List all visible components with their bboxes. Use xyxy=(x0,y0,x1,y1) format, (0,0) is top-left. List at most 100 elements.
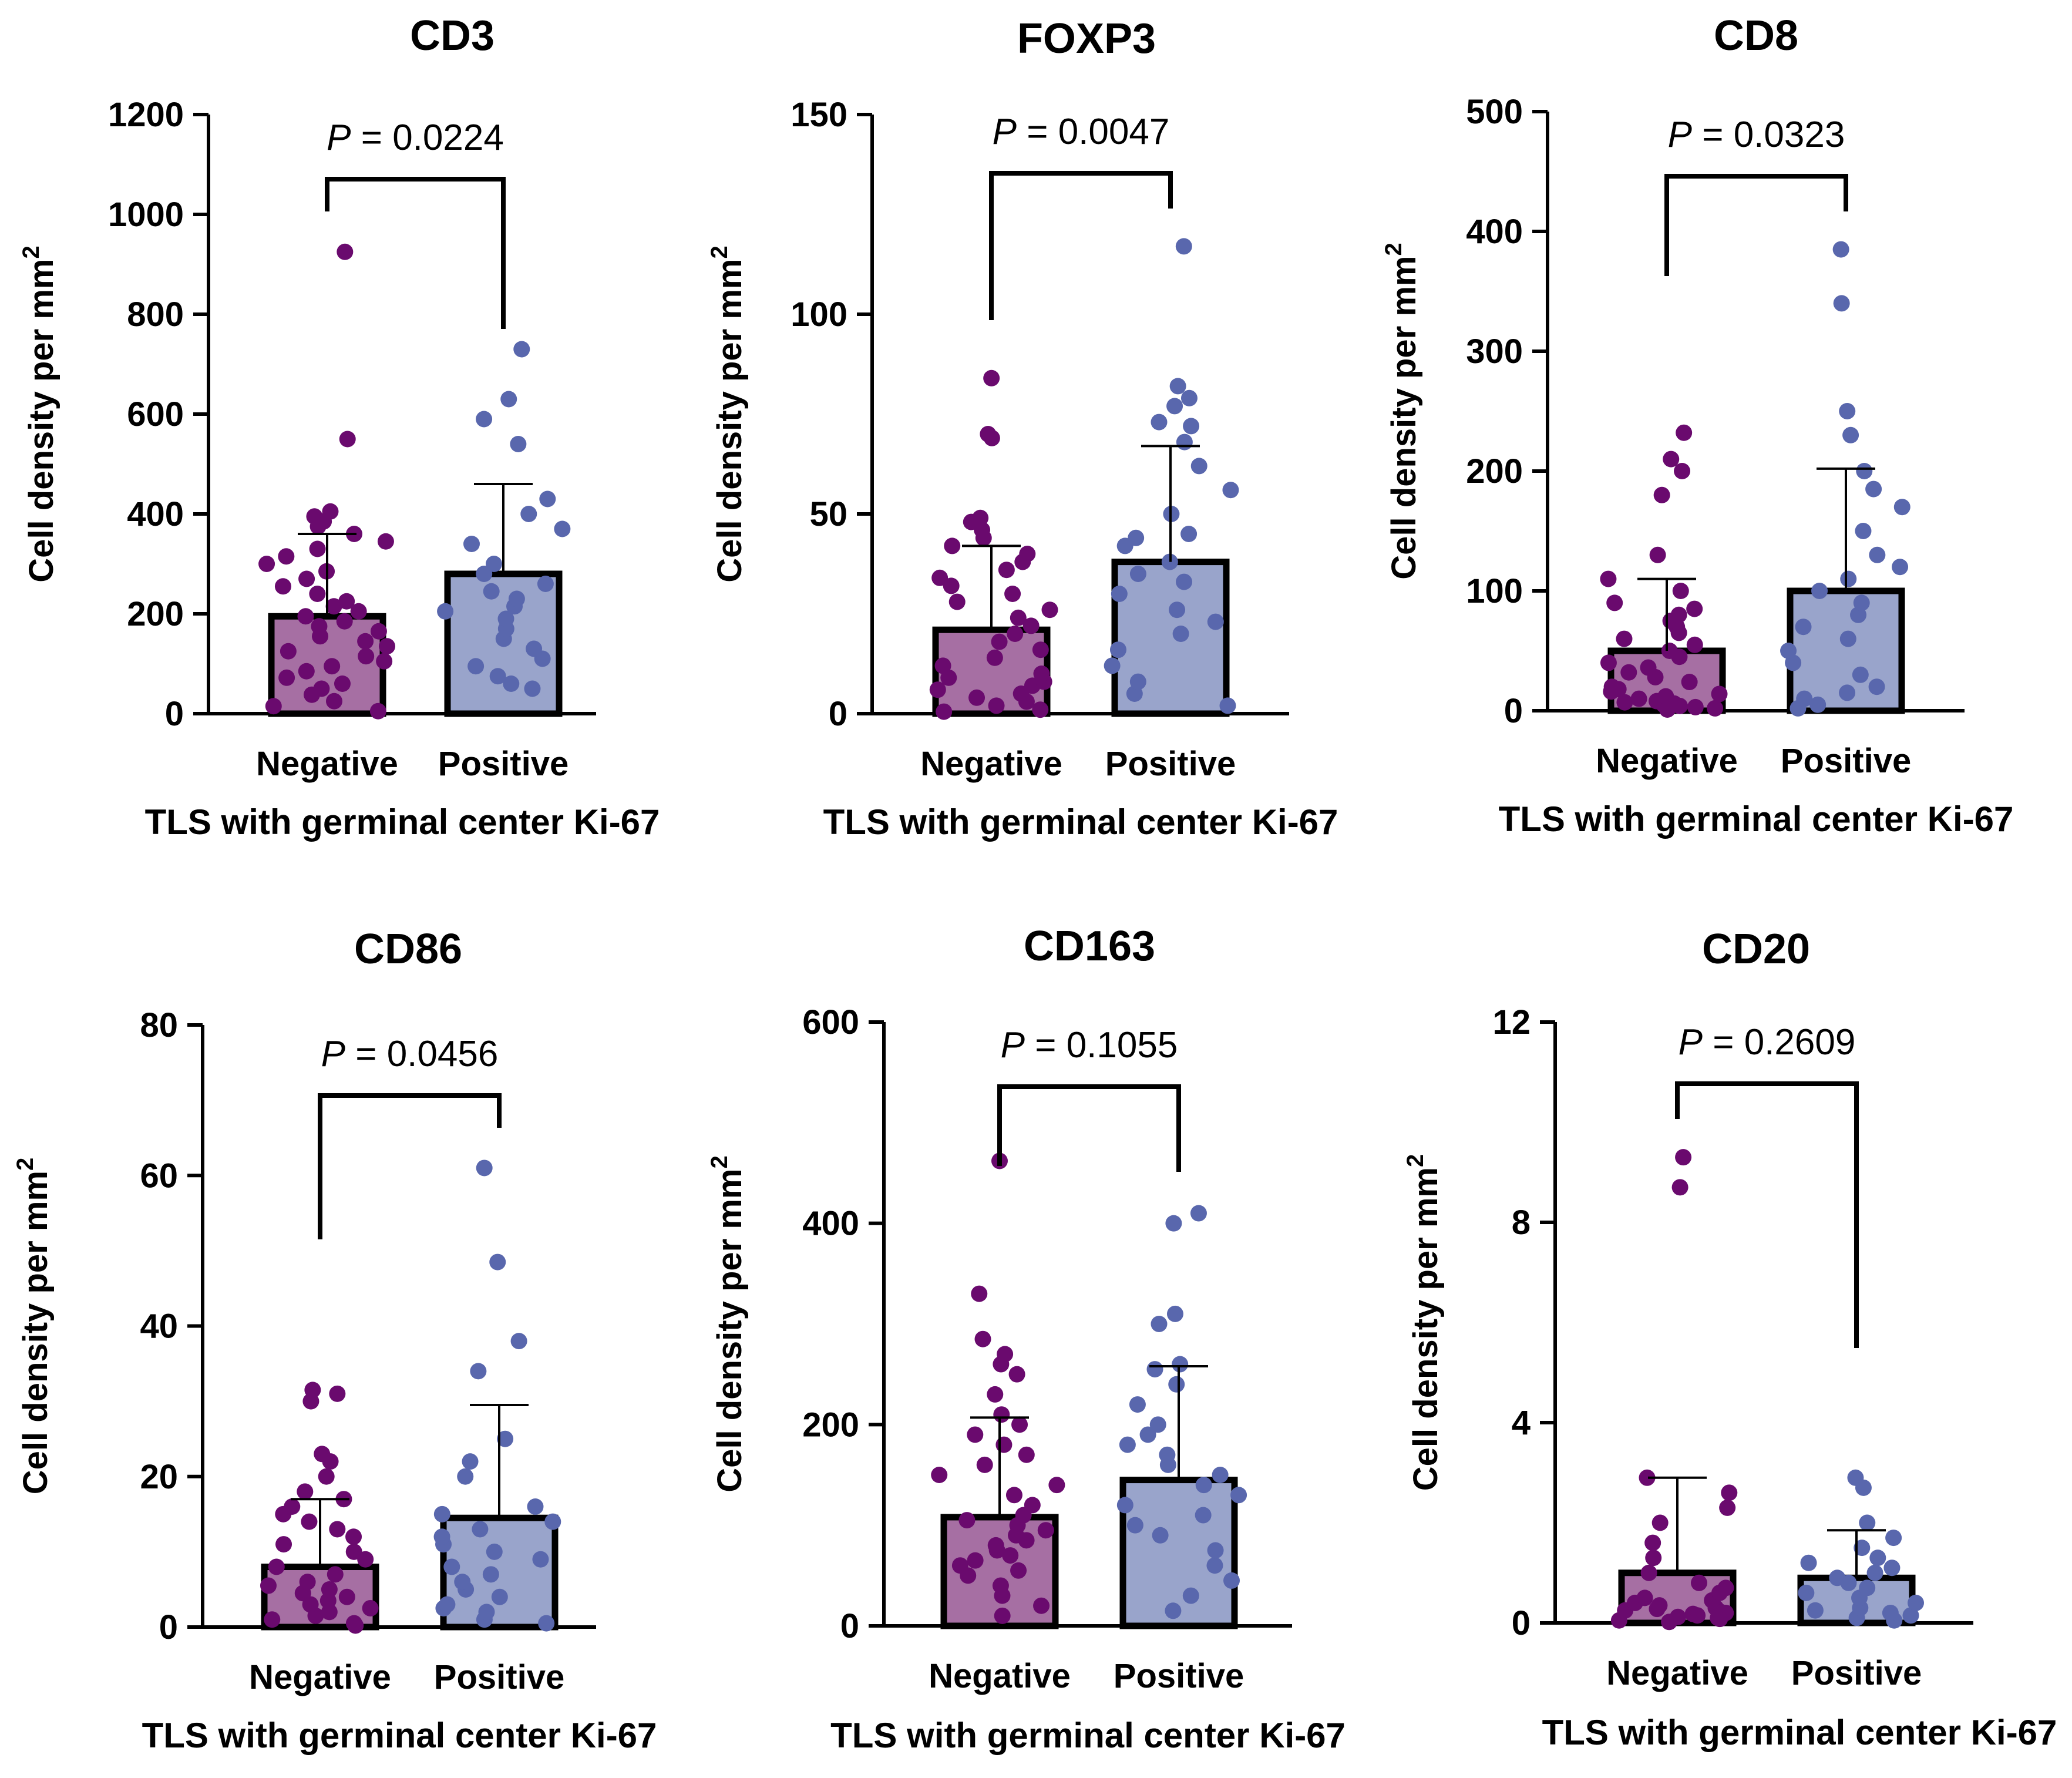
data-point-negative xyxy=(1674,463,1691,479)
data-point-positive xyxy=(478,1604,495,1621)
data-point-positive xyxy=(1139,1426,1156,1443)
data-point-positive xyxy=(503,675,520,692)
data-point-positive xyxy=(510,1333,527,1350)
data-point-negative xyxy=(995,1436,1013,1453)
data-point-negative xyxy=(1007,626,1024,642)
data-point-negative xyxy=(1022,617,1040,634)
p-value-label: P = 0.2609 xyxy=(1679,1022,1856,1063)
data-point-negative xyxy=(971,1285,988,1302)
data-point-negative xyxy=(258,556,275,572)
p-value-label: P = 0.0456 xyxy=(321,1034,499,1074)
data-point-positive xyxy=(1882,1604,1899,1621)
data-point-positive xyxy=(457,1468,474,1485)
y-tick-label: 8 xyxy=(1512,1204,1531,1242)
data-point-negative xyxy=(994,1607,1011,1624)
y-axis-label: Cell density per mm2 xyxy=(18,246,60,582)
y-axis-label: Cell density per mm2 xyxy=(707,1155,749,1492)
data-point-positive xyxy=(1796,690,1813,707)
data-point-negative xyxy=(1048,1477,1065,1494)
x-axis-label: TLS with germinal center Ki-67 xyxy=(830,1716,1346,1755)
data-point-positive xyxy=(1176,433,1193,451)
data-point-negative xyxy=(1639,1469,1656,1486)
data-point-positive xyxy=(1129,566,1146,582)
data-point-positive xyxy=(1128,529,1145,546)
data-point-negative xyxy=(311,618,328,635)
data-point-positive xyxy=(1908,1594,1925,1611)
data-point-negative xyxy=(1630,690,1647,707)
data-point-positive xyxy=(1129,673,1146,690)
data-point-positive xyxy=(510,436,527,452)
data-point-positive xyxy=(467,658,485,675)
category-label-negative: Negative xyxy=(929,1657,1071,1695)
data-point-negative xyxy=(1686,636,1703,653)
data-point-positive xyxy=(1166,1305,1183,1322)
data-point-positive xyxy=(1829,1569,1846,1587)
data-point-negative xyxy=(1041,601,1058,619)
category-label-positive: Positive xyxy=(1105,745,1236,783)
data-point-positive xyxy=(1168,1376,1185,1393)
data-point-negative xyxy=(345,1528,362,1545)
data-point-negative xyxy=(934,657,951,674)
y-axis-label-superscript: 2 xyxy=(18,246,44,258)
y-tick-label: 0 xyxy=(829,695,847,733)
data-point-negative xyxy=(362,1599,379,1616)
data-point-negative xyxy=(275,1536,292,1553)
data-point-positive xyxy=(486,1543,503,1560)
y-tick-label: 200 xyxy=(1466,452,1523,490)
data-point-positive xyxy=(1807,1602,1824,1619)
data-point-negative xyxy=(1717,1579,1734,1596)
p-value-number: = 0.1055 xyxy=(1025,1025,1178,1066)
p-value-number: = 0.0047 xyxy=(1017,112,1169,152)
data-point-positive xyxy=(1859,1579,1876,1596)
data-point-positive xyxy=(1847,1469,1864,1486)
y-tick-label: 100 xyxy=(791,295,847,334)
y-axis-label-superscript: 2 xyxy=(1381,243,1407,256)
data-point-positive xyxy=(463,536,480,552)
data-point-negative xyxy=(345,1615,362,1632)
y-tick-label: 80 xyxy=(140,1006,178,1044)
y-tick-label: 0 xyxy=(159,1608,178,1646)
data-point-positive xyxy=(1190,1205,1207,1222)
data-point-negative xyxy=(1033,1597,1050,1614)
data-point-negative xyxy=(309,540,326,557)
data-point-positive xyxy=(1183,418,1200,435)
chart-panel-cd3: CD3 Cell density per mm2 0 200 400 600 800 1000… xyxy=(18,12,660,842)
data-point-positive xyxy=(1885,1530,1902,1547)
data-point-negative xyxy=(936,703,953,720)
data-point-negative xyxy=(1024,1497,1041,1514)
data-point-positive xyxy=(1126,1517,1143,1534)
data-point-positive xyxy=(1869,546,1886,563)
data-point-positive xyxy=(1165,1602,1182,1619)
category-label-positive: Positive xyxy=(1791,1654,1922,1692)
y-tick-label: 400 xyxy=(1466,213,1523,251)
data-point-negative xyxy=(318,1468,335,1485)
data-point-negative xyxy=(1721,1484,1738,1501)
y-tick-label: 0 xyxy=(840,1607,859,1645)
significance-bracket xyxy=(1675,1081,1859,1348)
x-axis-label: TLS with germinal center Ki-67 xyxy=(142,1716,657,1755)
data-point-negative xyxy=(931,569,948,586)
y-axis-label: Cell density per mm2 xyxy=(707,246,749,582)
data-point-negative xyxy=(1636,1589,1653,1606)
data-point-positive xyxy=(554,520,571,537)
data-point-positive xyxy=(476,1159,493,1177)
data-point-positive xyxy=(1212,1467,1229,1483)
data-point-negative xyxy=(1671,1179,1688,1196)
data-point-positive xyxy=(1129,1396,1146,1413)
data-point-positive xyxy=(1839,630,1856,647)
y-tick-label: 400 xyxy=(127,495,184,533)
category-label-positive: Positive xyxy=(1114,1657,1244,1695)
p-value-label: P = 0.0323 xyxy=(1668,115,1845,155)
data-point-negative xyxy=(322,503,339,520)
data-point-negative xyxy=(278,669,295,686)
y-axis-label-main: Cell density per mm xyxy=(22,259,60,583)
data-point-positive xyxy=(1169,378,1186,395)
category-label-negative: Negative xyxy=(249,1658,391,1696)
data-point-negative xyxy=(336,613,353,630)
data-point-negative xyxy=(1032,641,1049,658)
data-point-negative xyxy=(325,693,342,710)
data-point-negative xyxy=(1663,451,1680,468)
data-point-positive xyxy=(1195,1507,1212,1524)
